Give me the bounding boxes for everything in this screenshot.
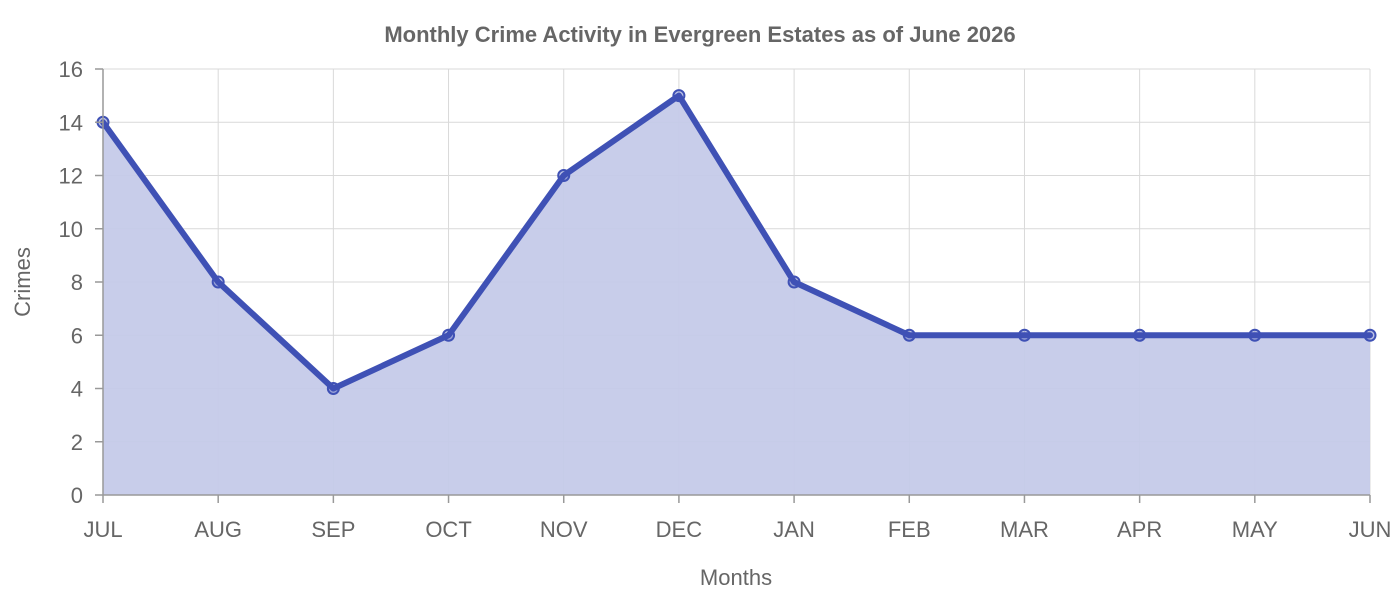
x-tick-label: OCT [425,517,471,542]
y-tick-label: 12 [59,164,83,189]
y-tick-label: 14 [59,110,83,135]
chart-title: Monthly Crime Activity in Evergreen Esta… [384,22,1015,47]
data-point-dec [672,89,686,103]
x-tick-label: MAY [1232,517,1278,542]
y-axis: 0 2 4 6 8 10 12 14 16 [59,57,104,508]
x-tick-label: JAN [773,517,815,542]
data-point-jan [787,275,801,289]
data-point-aug [211,275,225,289]
x-tick-label: JUN [1349,517,1392,542]
y-tick-label: 2 [71,430,83,455]
y-tick-label: 16 [59,57,83,82]
data-point-apr [1133,328,1147,342]
y-tick-label: 10 [59,217,83,242]
y-tick-label: 6 [71,323,83,348]
data-point-mar [1017,328,1031,342]
data-point-feb [902,328,916,342]
y-tick-label: 8 [71,270,83,295]
data-point-nov [557,169,571,182]
data-point-oct [442,328,456,342]
data-point-may [1248,328,1262,342]
data-point-jun [1363,328,1377,342]
plot-area [96,89,1377,495]
x-tick-label: APR [1117,517,1162,542]
x-tick-label: FEB [888,517,931,542]
x-tick-label: NOV [540,517,588,542]
x-tick-label: AUG [194,517,242,542]
x-tick-label: MAR [1000,517,1049,542]
x-tick-label: JUL [83,517,122,542]
y-axis-title: Crimes [10,247,35,317]
y-tick-label: 0 [71,483,83,508]
series-line [100,92,1373,392]
x-axis-title: Months [700,565,772,590]
x-tick-label: SEP [311,517,355,542]
series-area-fill [103,95,1370,495]
x-axis: JUL AUG SEP OCT NOV DEC JAN FEB MAR APR MAY JUN [83,494,1392,542]
x-tick-label: DEC [656,517,703,542]
data-point-sep [326,382,340,395]
y-tick-label: 4 [71,377,83,402]
